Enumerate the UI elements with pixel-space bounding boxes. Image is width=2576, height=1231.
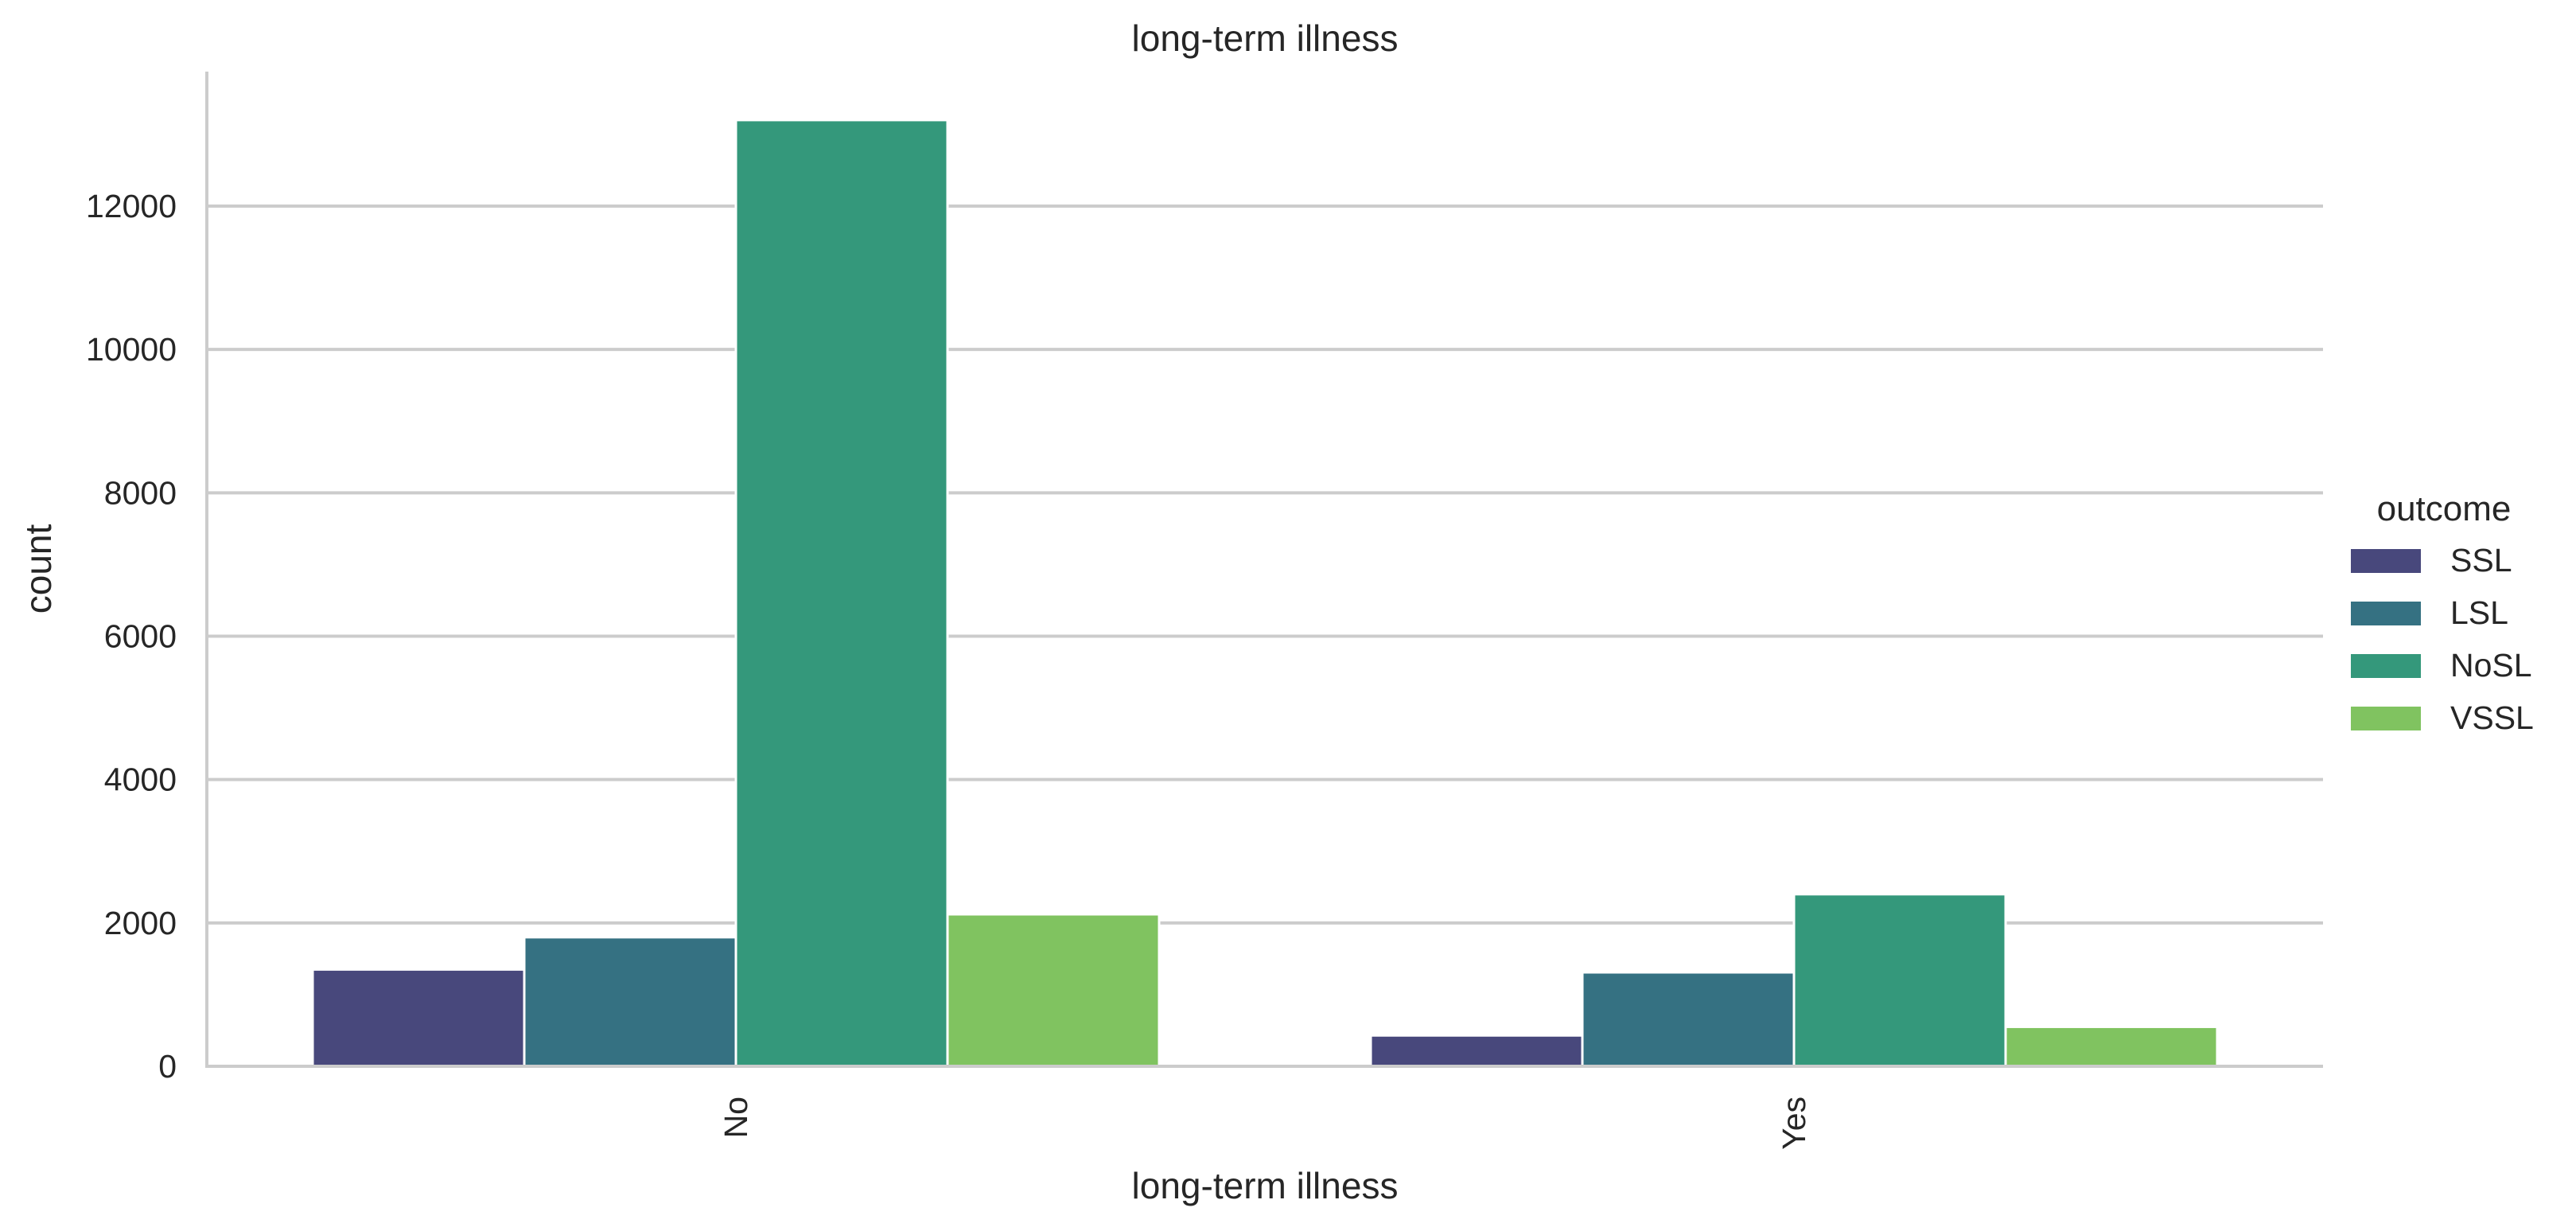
- bars: [311, 119, 2219, 1068]
- bar-ssl-no: [311, 968, 526, 1068]
- y-tick-label: 10000: [86, 331, 177, 368]
- bar-lsl-no: [523, 936, 737, 1068]
- y-tick-label: 6000: [104, 618, 177, 655]
- x-tick-labels: No Yes: [718, 1097, 1812, 1150]
- bar-vssl-yes: [2004, 1025, 2219, 1068]
- y-tick-label: 8000: [104, 474, 177, 511]
- x-tick-label: Yes: [1776, 1097, 1812, 1150]
- legend-items: SSL LSL NoSL VSSL: [2351, 542, 2534, 736]
- bar-lsl-yes: [1581, 971, 1796, 1068]
- bar-vssl-no: [946, 913, 1161, 1068]
- y-axis-label: count: [18, 524, 59, 614]
- legend-label: NoSL: [2450, 647, 2532, 684]
- legend: outcome SSL LSL NoSL VSSL: [2351, 489, 2534, 736]
- chart-title: long-term illness: [1132, 18, 1399, 59]
- y-tick-labels: 0 2000 4000 6000 8000 10000 12000: [86, 188, 177, 1085]
- legend-swatch-lsl: [2351, 602, 2421, 625]
- x-axis-label: long-term illness: [1132, 1165, 1399, 1206]
- grid-lines: [207, 205, 2323, 925]
- x-tick-label: No: [718, 1097, 754, 1138]
- legend-label: SSL: [2450, 542, 2512, 578]
- bar-nosl-yes: [1792, 893, 2007, 1068]
- legend-label: LSL: [2450, 594, 2508, 631]
- y-tick-label: 2000: [104, 905, 177, 941]
- y-tick-label: 0: [158, 1048, 177, 1085]
- y-tick-label: 12000: [86, 188, 177, 224]
- bar-nosl-no: [734, 119, 949, 1068]
- legend-swatch-vssl: [2351, 707, 2421, 730]
- y-tick-label: 4000: [104, 762, 177, 798]
- legend-label: VSSL: [2450, 699, 2534, 736]
- legend-title: outcome: [2377, 489, 2512, 528]
- bar-ssl-yes: [1369, 1034, 1584, 1068]
- legend-swatch-ssl: [2351, 549, 2421, 573]
- legend-swatch-nosl: [2351, 654, 2421, 678]
